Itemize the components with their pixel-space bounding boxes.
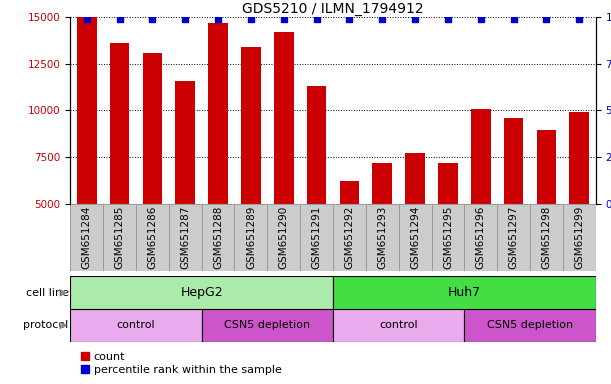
Text: GSM651286: GSM651286 — [147, 205, 158, 269]
Bar — [307, 86, 326, 204]
Text: protocol: protocol — [23, 320, 68, 331]
Point — [574, 16, 584, 22]
FancyBboxPatch shape — [169, 204, 202, 271]
Bar — [142, 53, 163, 204]
Text: GSM651291: GSM651291 — [312, 205, 321, 269]
FancyBboxPatch shape — [431, 204, 464, 271]
Text: GSM651284: GSM651284 — [82, 205, 92, 269]
FancyBboxPatch shape — [530, 204, 563, 271]
Text: CSN5 depletion: CSN5 depletion — [224, 320, 310, 331]
Text: GSM651292: GSM651292 — [345, 205, 354, 269]
FancyBboxPatch shape — [202, 204, 235, 271]
Point — [443, 16, 453, 22]
FancyBboxPatch shape — [464, 309, 596, 342]
Text: GSM651295: GSM651295 — [443, 205, 453, 269]
FancyBboxPatch shape — [70, 309, 202, 342]
FancyBboxPatch shape — [563, 204, 596, 271]
FancyBboxPatch shape — [366, 204, 399, 271]
Bar — [77, 17, 97, 204]
Text: GSM651297: GSM651297 — [508, 205, 519, 269]
Point — [246, 16, 256, 22]
FancyBboxPatch shape — [202, 309, 333, 342]
Bar — [569, 112, 589, 204]
Bar — [373, 162, 392, 204]
Text: GSM651287: GSM651287 — [180, 205, 190, 269]
Point — [115, 16, 125, 22]
Bar — [536, 130, 556, 204]
Text: control: control — [117, 320, 155, 331]
Point — [509, 16, 519, 22]
Point — [82, 16, 92, 22]
FancyBboxPatch shape — [497, 204, 530, 271]
FancyBboxPatch shape — [300, 204, 333, 271]
Text: GSM651293: GSM651293 — [377, 205, 387, 269]
Bar — [438, 162, 458, 204]
Text: HepG2: HepG2 — [180, 286, 223, 299]
Text: GSM651294: GSM651294 — [410, 205, 420, 269]
Text: GSM651296: GSM651296 — [476, 205, 486, 269]
Bar — [110, 43, 130, 204]
FancyBboxPatch shape — [464, 204, 497, 271]
FancyBboxPatch shape — [136, 204, 169, 271]
Point — [410, 16, 420, 22]
FancyBboxPatch shape — [333, 309, 464, 342]
Text: GSM651285: GSM651285 — [114, 205, 125, 269]
Point — [180, 16, 190, 22]
FancyBboxPatch shape — [103, 204, 136, 271]
Legend: count, percentile rank within the sample: count, percentile rank within the sample — [76, 347, 286, 379]
Text: GSM651288: GSM651288 — [213, 205, 223, 269]
Point — [378, 16, 387, 22]
FancyBboxPatch shape — [70, 204, 103, 271]
FancyBboxPatch shape — [399, 204, 431, 271]
Point — [541, 16, 551, 22]
Point — [476, 16, 486, 22]
Bar — [175, 81, 195, 204]
FancyBboxPatch shape — [268, 204, 300, 271]
Text: Huh7: Huh7 — [448, 286, 481, 299]
Bar — [274, 32, 294, 204]
Bar — [503, 118, 524, 204]
FancyBboxPatch shape — [235, 204, 268, 271]
Bar — [340, 181, 359, 204]
Text: cell line: cell line — [26, 288, 68, 298]
Point — [147, 16, 157, 22]
Point — [213, 16, 223, 22]
Bar — [208, 23, 228, 204]
FancyBboxPatch shape — [333, 276, 596, 309]
FancyBboxPatch shape — [70, 276, 333, 309]
Text: GSM651299: GSM651299 — [574, 205, 584, 269]
FancyBboxPatch shape — [333, 204, 366, 271]
Bar — [241, 47, 261, 204]
Text: control: control — [379, 320, 418, 331]
Text: GSM651290: GSM651290 — [279, 205, 289, 269]
Bar — [405, 153, 425, 204]
Text: GSM651298: GSM651298 — [541, 205, 552, 269]
Point — [279, 16, 288, 22]
Point — [312, 16, 321, 22]
Bar — [471, 109, 491, 204]
Text: GSM651289: GSM651289 — [246, 205, 256, 269]
Text: CSN5 depletion: CSN5 depletion — [487, 320, 573, 331]
Title: GDS5210 / ILMN_1794912: GDS5210 / ILMN_1794912 — [242, 2, 424, 16]
Point — [345, 16, 354, 22]
